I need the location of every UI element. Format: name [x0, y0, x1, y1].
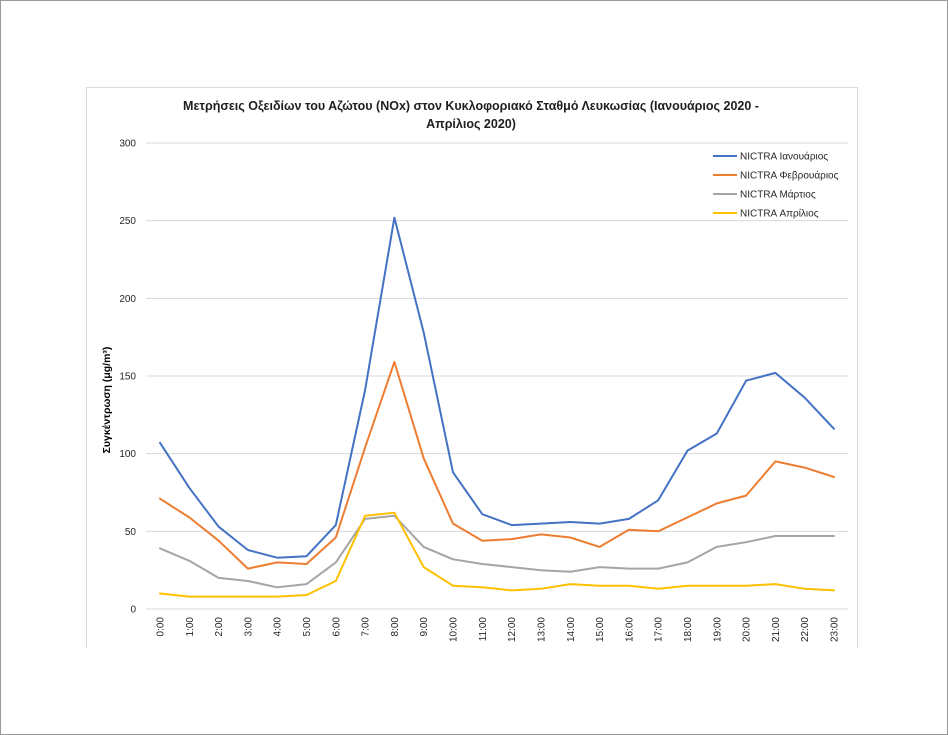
y-tick-label: 50: [125, 527, 137, 538]
x-tick-label: 17:00: [654, 617, 665, 642]
x-tick-label: 18:00: [683, 617, 694, 642]
series-line-1: [159, 216, 835, 559]
chart-area: [86, 87, 858, 648]
legend-label-3: NICTRA Μάρτιος: [740, 189, 816, 201]
x-tick-label: 6:00: [331, 617, 342, 637]
legend-label-4: NICTRA Απρίλιος: [740, 208, 819, 220]
x-tick-label: 13:00: [536, 617, 547, 642]
series-line-4: [159, 511, 835, 598]
x-tick-label: 16:00: [624, 617, 635, 642]
y-tick-label: 150: [119, 372, 136, 383]
x-tick-label: 4:00: [273, 617, 284, 637]
chart-title-line-1: Μετρήσεις Οξειδίων του Αζώτου (NOx) στον…: [183, 99, 759, 113]
x-tick-label: 12:00: [507, 617, 518, 642]
x-tick-label: 3:00: [243, 617, 254, 637]
gridlines: [146, 142, 848, 610]
x-tick-label: 0:00: [156, 617, 167, 637]
y-axis-title: Συγκέντρωση (μg/m³): [101, 347, 113, 454]
x-tick-label: 8:00: [390, 617, 401, 637]
series-line-2: [159, 361, 835, 570]
legend-label-2: NICTRA Φεβρουάριος: [740, 170, 839, 182]
series-lines: [159, 216, 835, 598]
x-tick-label: 14:00: [566, 617, 577, 642]
series-line-3: [159, 514, 835, 589]
x-tick-label: 5:00: [302, 617, 313, 637]
x-tick-label: 19:00: [712, 617, 723, 642]
chart-title-line-2: Απρίλιος 2020): [426, 117, 516, 131]
y-tick-label: 100: [119, 449, 136, 460]
x-tick-label: 20:00: [742, 617, 753, 642]
x-tick-label: 21:00: [771, 617, 782, 642]
y-tick-label: 300: [119, 139, 136, 150]
x-tick-label: 10:00: [449, 617, 460, 642]
x-tick-label: 11:00: [478, 617, 489, 642]
chart-title: Μετρήσεις Οξειδίων του Αζώτου (NOx) στον…: [86, 97, 856, 133]
x-tick-label: 2:00: [214, 617, 225, 637]
legend-label-1: NICTRA Ιανουάριος: [740, 151, 828, 163]
x-tick-label: 1:00: [185, 617, 196, 637]
y-axis-ticks: 0 50 100 150 200 250 300: [119, 139, 136, 616]
y-tick-label: 250: [119, 216, 136, 227]
x-axis-ticks: 0:00 1:00 2:00 3:00 4:00 5:00 6:00 7:00 8:00 9:00…: [156, 617, 841, 642]
x-tick-label: 23:00: [830, 617, 841, 642]
x-tick-label: 7:00: [361, 617, 372, 637]
x-tick-label: 15:00: [595, 617, 606, 642]
y-tick-label: 0: [130, 605, 136, 616]
legend: NICTRA Ιανουάριος NICTRA Φεβρουάριος NICTR…: [713, 151, 839, 220]
x-tick-label: 22:00: [800, 617, 811, 642]
x-tick-label: 9:00: [419, 617, 430, 637]
y-tick-label: 200: [119, 294, 136, 305]
